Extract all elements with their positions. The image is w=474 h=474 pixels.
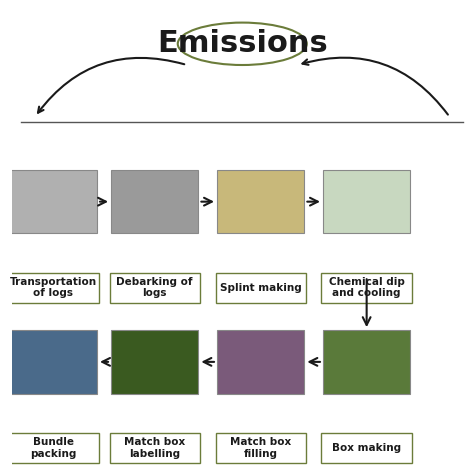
FancyBboxPatch shape: [9, 170, 97, 234]
FancyBboxPatch shape: [109, 433, 200, 463]
Text: Transportation
of logs: Transportation of logs: [10, 277, 97, 299]
Text: Bundle
packing: Bundle packing: [30, 437, 76, 459]
FancyBboxPatch shape: [321, 273, 412, 303]
FancyBboxPatch shape: [217, 330, 304, 394]
Text: Chemical dip
and cooling: Chemical dip and cooling: [328, 277, 405, 299]
FancyBboxPatch shape: [111, 330, 199, 394]
FancyBboxPatch shape: [8, 433, 99, 463]
FancyBboxPatch shape: [321, 433, 412, 463]
FancyBboxPatch shape: [323, 170, 410, 234]
FancyBboxPatch shape: [323, 330, 410, 394]
FancyBboxPatch shape: [109, 273, 200, 303]
Text: Match box
filling: Match box filling: [230, 437, 292, 459]
Text: Emissions: Emissions: [157, 29, 328, 58]
FancyBboxPatch shape: [217, 170, 304, 234]
FancyBboxPatch shape: [111, 170, 199, 234]
Text: Debarking of
logs: Debarking of logs: [117, 277, 193, 299]
Text: Splint making: Splint making: [220, 283, 301, 292]
Text: Match box
labelling: Match box labelling: [124, 437, 185, 459]
FancyBboxPatch shape: [8, 273, 99, 303]
Text: Box making: Box making: [332, 443, 401, 453]
FancyBboxPatch shape: [216, 433, 306, 463]
FancyBboxPatch shape: [9, 330, 97, 394]
FancyBboxPatch shape: [216, 273, 306, 303]
